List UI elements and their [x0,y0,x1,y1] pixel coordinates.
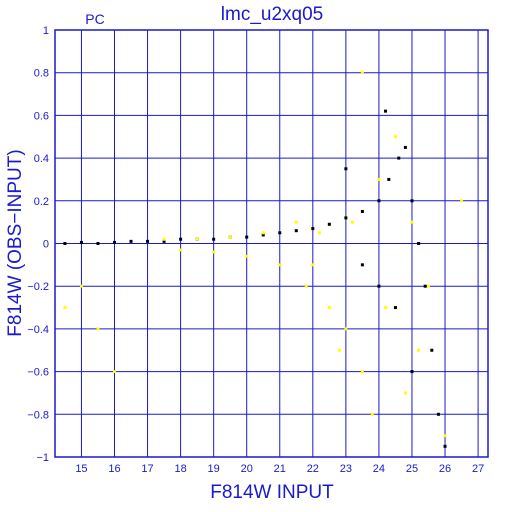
data-point-black [112,240,116,244]
x-tick-label: 21 [274,463,286,475]
x-tick-label: 18 [174,463,186,475]
data-point-yellow [344,327,348,331]
data-point-yellow [410,220,414,224]
chart-title: lmc_u2xq05 [221,4,323,25]
data-point-black [393,306,397,310]
data-point-black [387,177,391,181]
y-tick-label: 1 [43,25,49,37]
x-tick-label: 24 [373,463,385,475]
data-point-black [146,239,150,243]
data-point-black [403,145,407,149]
data-point-black [410,370,414,374]
x-tick-label: 25 [406,463,418,475]
x-axis-label: F814W INPUT [210,482,334,503]
data-point-black [360,209,364,213]
data-point-black [430,348,434,352]
data-point-yellow [337,348,341,352]
data-point-black [311,227,315,231]
data-point-black [129,239,133,243]
data-point-black [443,444,447,448]
y-tick-label: −1 [36,452,49,464]
y-tick-label: 0 [43,239,49,251]
data-point-yellow [96,327,100,331]
data-point-yellow [384,306,388,310]
data-point-yellow [327,306,331,310]
data-point-yellow [311,263,315,267]
data-point-yellow [360,71,364,75]
data-point-black [245,235,249,239]
data-point-black [377,284,381,288]
data-point-black [96,242,100,245]
corner-label: PC [85,11,104,27]
data-point-yellow [162,237,166,241]
data-point-yellow [195,237,199,241]
data-point-yellow [377,177,381,181]
x-tick-label: 23 [340,463,352,475]
data-point-black [63,242,67,245]
data-point-yellow [393,135,397,139]
data-point-yellow [370,412,374,416]
data-point-yellow [63,306,67,310]
data-point-yellow [278,263,282,267]
y-tick-label: −0.4 [27,324,49,336]
data-point-yellow [228,235,232,239]
x-tick-label: 16 [108,463,120,475]
data-point-yellow [417,348,421,352]
x-tick-label: 22 [307,463,319,475]
data-point-black [344,216,348,220]
data-point-yellow [294,220,298,224]
x-tick-label: 19 [208,463,220,475]
data-point-yellow [317,231,321,235]
data-point-black [327,222,331,226]
data-point-black [179,237,183,241]
data-points [63,71,464,448]
y-tick-label: −0.6 [27,367,49,379]
x-tick-label: 20 [241,463,253,475]
data-point-black [261,233,265,237]
data-point-black [294,229,298,233]
data-point-yellow [79,284,83,288]
y-tick-label: 0.4 [34,153,49,165]
x-tick-label: 17 [141,463,153,475]
data-point-black [397,156,401,160]
data-point-black [162,239,166,243]
y-tick-label: −0.2 [27,281,49,293]
data-point-yellow [212,250,216,254]
data-point-yellow [427,284,431,288]
x-tick-label: 26 [439,463,451,475]
data-point-yellow [443,434,447,438]
y-tick-label: 0.6 [34,110,49,122]
data-point-yellow [245,254,249,258]
data-point-black [436,412,440,416]
data-point-black [377,199,381,203]
data-point-yellow [360,370,364,374]
data-point-yellow [304,284,308,288]
data-point-black [79,240,83,244]
y-tick-label: 0.8 [34,68,49,80]
data-point-black [423,284,427,288]
y-tick-label: 0.2 [34,196,49,208]
data-point-black [410,199,414,203]
data-point-yellow [179,248,183,252]
data-point-black [212,237,216,241]
x-tick-label: 27 [472,463,484,475]
data-point-yellow [403,391,407,395]
data-point-yellow [460,199,464,203]
data-point-yellow [112,370,116,374]
y-tick-label: −0.8 [27,409,49,421]
x-tick-label: 15 [75,463,87,475]
grid-lines [55,29,488,458]
data-point-black [417,242,421,245]
data-point-black [384,109,388,113]
y-axis-label: F814W (OBS−INPUT) [5,149,26,336]
data-point-black [360,263,364,267]
data-point-black [278,231,282,235]
data-point-yellow [261,231,265,235]
data-point-black [344,167,348,171]
plot-frame [54,29,489,458]
axis-ticks: 15 16 17 18 19 20 21 22 23 24 25 26 27 −1 −0.8 −0.6 −0.4… [27,25,484,475]
data-point-yellow [350,220,354,224]
